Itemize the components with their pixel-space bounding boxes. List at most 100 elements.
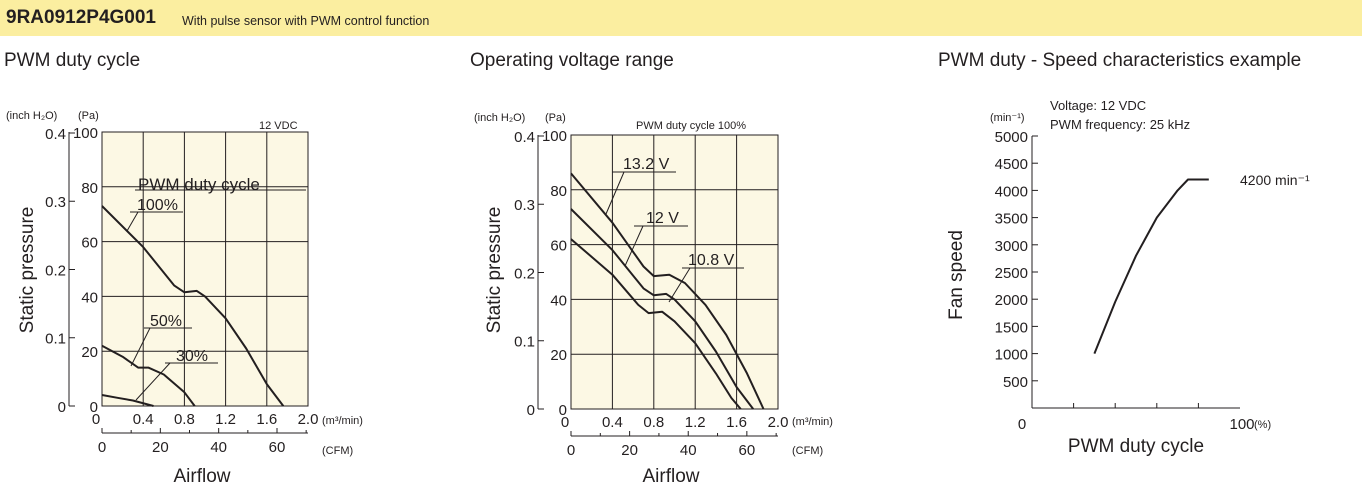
chart2: 0 0.4 0.8 1.2 1.6 2.0 0 20 40 60 0 20 40 60 80 100 0 0.1 0… — [474, 112, 833, 487]
chart1-x-tick-label-secondary: 60 — [269, 439, 286, 456]
chart2-x-tick-label: 0 — [561, 414, 569, 431]
chart3-y-tick-label: 4000 — [995, 183, 1028, 200]
chart2-condition: PWM duty cycle 100% — [636, 120, 746, 132]
chart3-y-tick-label: 4500 — [995, 156, 1028, 173]
chart2-x-tick-label: 1.6 — [726, 414, 747, 431]
chart1-y-label: Static pressure — [17, 207, 38, 334]
chart3-condition-frequency: PWM frequency: 25 kHz — [1050, 117, 1190, 132]
chart3-y-tick-label: 1500 — [995, 319, 1028, 336]
chart1-x-tick-label-secondary: 20 — [152, 439, 169, 456]
chart1-condition: 12 VDC — [259, 120, 298, 132]
chart2-y-unit-secondary: (inch H₂O) — [474, 112, 525, 124]
chart2-y-tick-label: 40 — [550, 292, 567, 309]
chart1-x-tick-label: 2.0 — [298, 411, 319, 428]
chart3: 500 1000 1500 2000 2500 3000 3500 4000 4500 5000 0… — [946, 98, 1310, 457]
chart3-y-tick-label: 2000 — [995, 292, 1028, 309]
chart3-x-label: PWM duty cycle — [1068, 436, 1204, 457]
chart2-y-tick-label: 60 — [550, 238, 567, 255]
chart2-label-108v: 10.8 V — [688, 252, 735, 269]
chart2-plot-area — [570, 134, 779, 410]
chart2-label-132v: 13.2 V — [623, 156, 670, 173]
chart3-series-line-0 — [1093, 178, 1209, 354]
chart2-x-unit-secondary: (CFM) — [792, 445, 823, 457]
chart1-x-tick-label-secondary: 40 — [210, 439, 227, 456]
chart1-x-label: Airflow — [173, 466, 230, 487]
chart1-y-tick-label: 80 — [81, 180, 98, 197]
chart1: 0 0.4 0.8 1.2 1.6 2.0 0 20 40 60 0 20 40 60 80 100 0 0.1 0… — [6, 110, 363, 487]
chart2-y-tick-label-secondary: 0.3 — [514, 197, 535, 214]
chart2-series-line-2 — [570, 238, 742, 410]
chart1-y-tick-label: 100 — [73, 125, 98, 142]
chart1-y-tick-label: 40 — [81, 289, 98, 306]
chart1-x-tick-label: 1.6 — [256, 411, 277, 428]
chart1-x-unit-primary: (m³/min) — [322, 415, 363, 427]
chart2-series — [570, 172, 765, 410]
chart1-series-line-2 — [101, 394, 154, 407]
chart3-y-tick-label: 5000 — [995, 129, 1028, 146]
chart2-x-tick-label-secondary: 60 — [739, 442, 756, 459]
header-bar: 9RA0912P4G001 With pulse sensor with PWM… — [0, 0, 1362, 36]
chart2-x-tick-label: 2.0 — [768, 414, 789, 431]
chart1-y-unit-primary: (Pa) — [78, 110, 99, 122]
chart2-x-tick-label: 0.8 — [643, 414, 664, 431]
chart1-annotation: PWM duty cycle — [138, 175, 260, 194]
chart3-y-tick-label: 2500 — [995, 265, 1028, 282]
chart3-x-tick-label: 100 — [1229, 416, 1254, 433]
chart1-y-tick-label-secondary: 0.2 — [45, 262, 66, 279]
chart2-arrow-12v — [624, 225, 644, 267]
chart1-x-tick-label: 0.8 — [174, 411, 195, 428]
chart1-x-unit-secondary: (CFM) — [322, 445, 353, 457]
chart1-y-tick-label: 20 — [81, 344, 98, 361]
chart2-label-12v: 12 V — [646, 210, 679, 227]
chart2-x-tick-label-secondary: 40 — [680, 442, 697, 459]
chart3-title: PWM duty - Speed characteristics example — [938, 50, 1302, 71]
chart1-label-30: 30% — [176, 348, 208, 365]
chart1-x-tick-label-secondary: 0 — [98, 439, 106, 456]
chart2-x-tick-label: 1.2 — [685, 414, 706, 431]
chart3-series — [1093, 178, 1209, 354]
chart2-y-unit-primary: (Pa) — [545, 112, 566, 124]
chart2-y-tick-label: 80 — [550, 183, 567, 200]
chart2-arrow-108v — [668, 267, 691, 303]
chart2-y-tick-label-secondary: 0.4 — [514, 129, 535, 146]
chart1-y-tick-label-secondary: 0.3 — [45, 194, 66, 211]
chart2-title: Operating voltage range — [470, 50, 674, 71]
chart3-y-tick-label: 3000 — [995, 238, 1028, 255]
chart2-x-tick-label-secondary: 0 — [567, 442, 575, 459]
chart3-max-label: 4200 min⁻¹ — [1240, 172, 1310, 188]
chart1-series-line-1 — [101, 344, 196, 407]
chart3-y-label: Fan speed — [946, 230, 967, 320]
model-number: 9RA0912P4G001 — [6, 7, 156, 28]
chart1-x-tick-label: 0.4 — [133, 411, 154, 428]
chart2-y-tick-label-secondary: 0.2 — [514, 265, 535, 282]
chart1-x-tick-label: 1.2 — [215, 411, 236, 428]
chart1-arrow-50 — [130, 327, 151, 367]
chart3-y-unit: (min⁻¹) — [990, 112, 1025, 124]
chart1-arrow-100 — [126, 211, 139, 232]
chart2-y-label: Static pressure — [484, 207, 505, 334]
chart1-y-tick-label-secondary: 0.4 — [45, 126, 66, 143]
chart2-y-tick-label: 0 — [559, 402, 567, 419]
chart1-y-tick-label: 60 — [81, 235, 98, 252]
chart1-title: PWM duty cycle — [4, 50, 141, 71]
chart2-arrow-132v — [605, 171, 625, 215]
chart3-x-unit: (%) — [1254, 419, 1271, 431]
chart3-y-tick-label: 1000 — [995, 347, 1028, 364]
chart2-series-line-1 — [570, 208, 754, 410]
chart1-arrow-30 — [135, 362, 171, 401]
chart1-y-tick-label: 0 — [90, 399, 98, 416]
chart1-y-unit-secondary: (inch H₂O) — [6, 110, 57, 122]
chart2-y-tick-label-secondary: 0 — [527, 402, 535, 419]
chart2-x-unit-primary: (m³/min) — [792, 416, 833, 428]
chart3-ticks: 500 1000 1500 2000 2500 3000 3500 4000 4500 5000 0… — [995, 129, 1255, 433]
chart1-ticks: 0 0.4 0.8 1.2 1.6 2.0 0 20 40 60 0 20 40 60 80 100 0 0.1 0… — [45, 125, 318, 456]
chart3-x-tick-label: 0 — [1018, 416, 1026, 433]
chart2-x-label: Airflow — [642, 466, 699, 487]
model-description: With pulse sensor with PWM control funct… — [182, 14, 430, 28]
chart3-condition-voltage: Voltage: 12 VDC — [1050, 98, 1146, 113]
chart1-label-50: 50% — [150, 313, 182, 330]
chart2-ticks: 0 0.4 0.8 1.2 1.6 2.0 0 20 40 60 0 20 40 60 80 100 0 0.1 0… — [514, 128, 788, 459]
chart2-y-tick-label: 100 — [542, 128, 567, 145]
chart2-series-line-0 — [570, 172, 765, 410]
